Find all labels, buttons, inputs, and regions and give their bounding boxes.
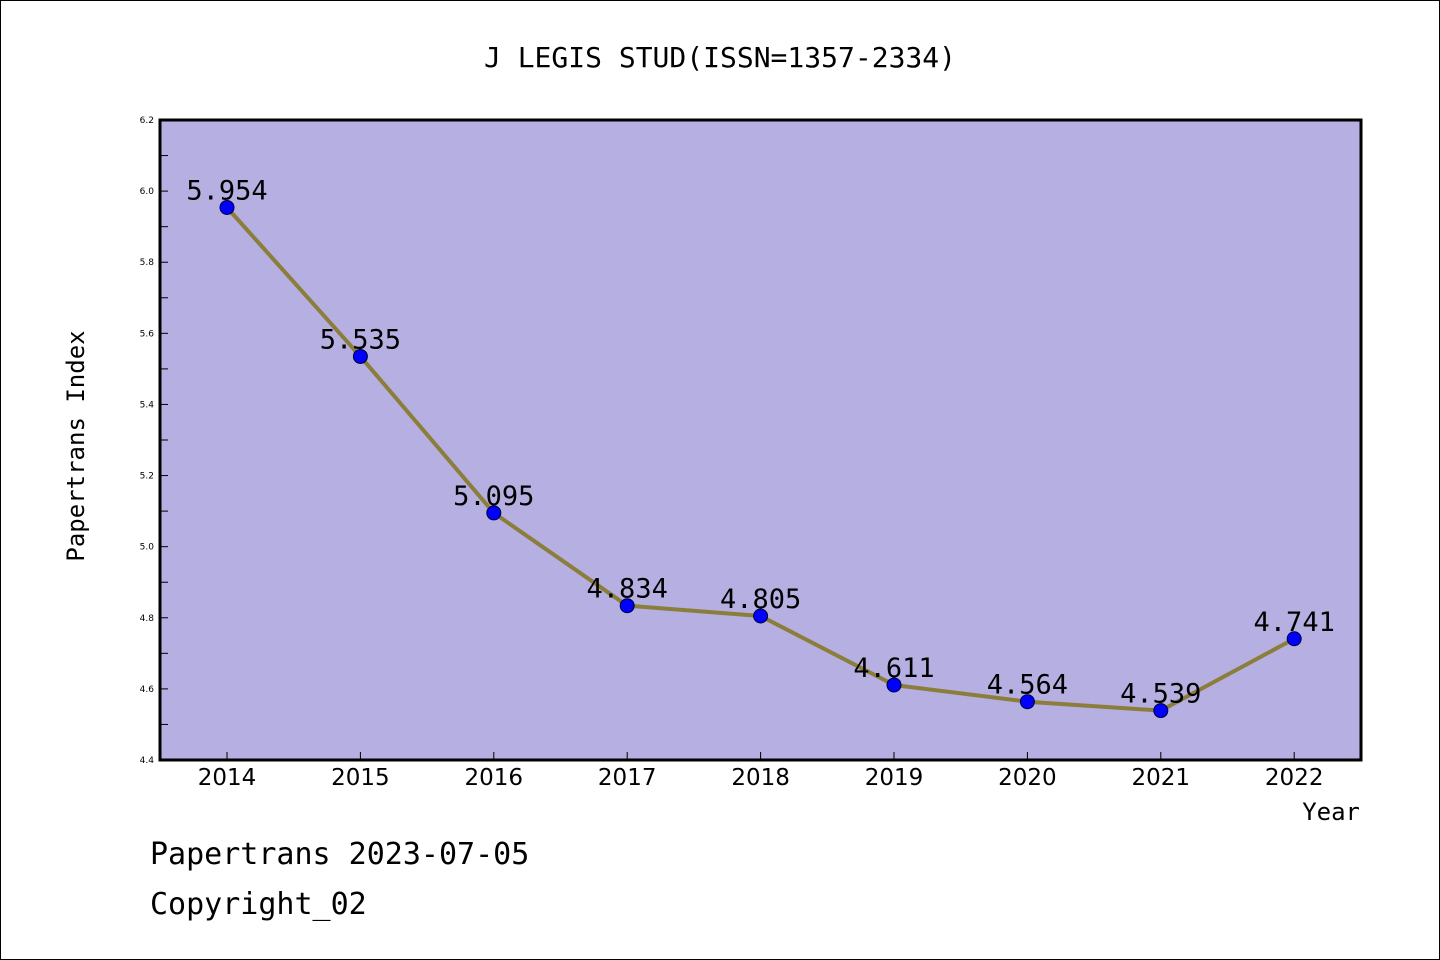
x-tick-label: 2018 xyxy=(731,765,790,791)
chart-title: J LEGIS STUD(ISSN=1357-2334) xyxy=(484,41,956,74)
data-label: 5.095 xyxy=(453,481,534,512)
y-axis-ticks: 4.4 4.6 4.8 5.0 5.2 5.4 5.6 5.8 6.0 6.2 xyxy=(140,116,168,766)
plot-border xyxy=(158,118,1363,762)
x-tick-label: 2014 xyxy=(198,765,257,791)
data-label: 5.954 xyxy=(186,175,267,206)
x-axis-label: Year xyxy=(1302,798,1360,826)
data-labels: 5.954 5.535 5.095 4.834 4.805 4.611 4.564 4.539… xyxy=(186,175,1334,709)
plot-area xyxy=(160,120,1361,760)
x-tick-label: 2020 xyxy=(998,765,1057,791)
y-tick-label: 4.6 xyxy=(140,685,155,695)
y-tick-label: 5.2 xyxy=(140,472,154,482)
data-label: 4.805 xyxy=(720,584,801,615)
data-point xyxy=(753,608,769,624)
y-tick-label: 5.4 xyxy=(140,400,155,410)
data-label: 4.564 xyxy=(987,670,1068,701)
y-tick-label: 4.8 xyxy=(140,614,155,624)
y-axis-label: Papertrans Index xyxy=(62,330,90,561)
data-label: 5.535 xyxy=(320,324,401,355)
x-tick-label: 2019 xyxy=(865,765,924,791)
x-tick-label: 2015 xyxy=(331,765,390,791)
y-tick-label: 6.2 xyxy=(140,116,154,126)
x-tick-label: 2017 xyxy=(598,765,657,791)
data-label: 4.611 xyxy=(853,653,934,684)
y-tick-label: 4.4 xyxy=(140,756,155,766)
x-tick-label: 2016 xyxy=(465,765,524,791)
data-point xyxy=(886,677,902,693)
data-point xyxy=(352,348,368,364)
x-tick-label: 2021 xyxy=(1132,765,1191,791)
x-axis-ticks: 2014 2015 2016 2017 2018 2019 2020 2021 2022 xyxy=(198,752,1324,791)
data-point xyxy=(219,199,235,215)
data-point xyxy=(619,598,635,614)
y-tick-label: 6.0 xyxy=(140,187,155,197)
data-label: 4.539 xyxy=(1120,679,1201,710)
data-label: 4.834 xyxy=(587,574,668,605)
y-tick-label: 5.6 xyxy=(140,329,155,339)
data-point xyxy=(486,505,502,521)
data-point xyxy=(1153,703,1169,719)
x-tick-label: 2022 xyxy=(1265,765,1324,791)
y-tick-label: 5.8 xyxy=(140,258,155,268)
footer-date: Papertrans 2023-07-05 xyxy=(150,837,529,872)
data-markers xyxy=(219,199,1302,719)
footer-copyright: Copyright_02 xyxy=(150,887,367,922)
data-label: 4.741 xyxy=(1254,607,1335,638)
y-tick-label: 5.0 xyxy=(140,543,155,553)
data-point xyxy=(1019,694,1035,710)
data-point xyxy=(1286,631,1302,647)
